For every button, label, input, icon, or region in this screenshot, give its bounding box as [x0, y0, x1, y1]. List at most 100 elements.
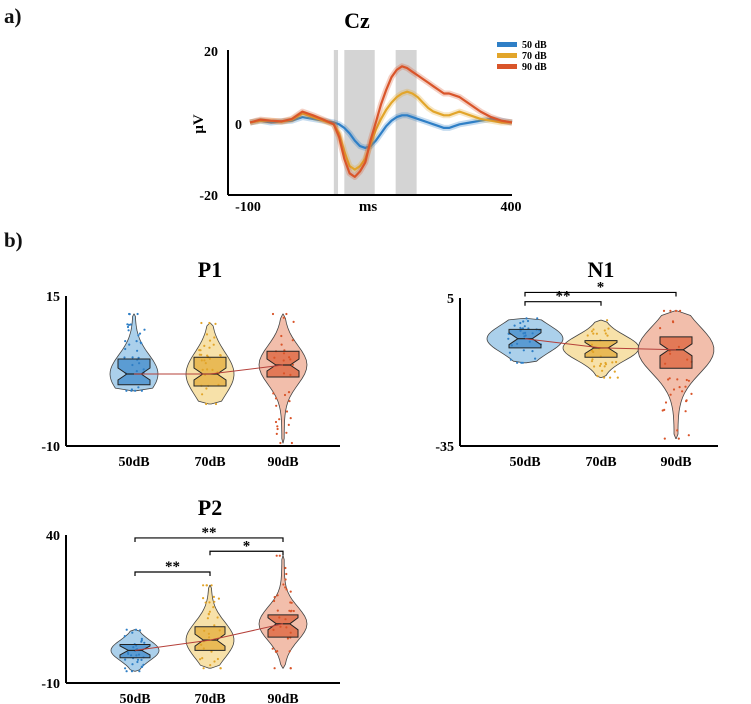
notched-box-90dB — [266, 350, 300, 378]
significance-label-1: * — [243, 538, 251, 554]
median-trend-line — [134, 623, 284, 651]
violin-panel-p1: P1 15 -10 50dB 70dB 90dB — [41, 257, 340, 470]
analysis-window-3 — [395, 50, 417, 195]
notched-box-90dB — [267, 614, 299, 638]
data-point — [519, 321, 522, 325]
data-point — [290, 441, 293, 445]
data-point — [508, 351, 511, 354]
x-tick-70dB: 70dB — [194, 692, 225, 704]
data-point — [684, 385, 687, 388]
data-point — [677, 437, 680, 440]
data-point — [285, 431, 288, 434]
data-point — [137, 356, 140, 359]
data-point — [140, 658, 143, 662]
data-point — [198, 349, 201, 352]
data-point — [271, 647, 274, 650]
data-point — [210, 650, 213, 653]
data-point — [205, 387, 208, 390]
x-tick-90dB: 90dB — [660, 455, 691, 470]
data-point — [287, 391, 291, 394]
data-point — [272, 392, 275, 395]
data-point — [205, 402, 208, 406]
data-point — [140, 389, 143, 392]
data-point — [678, 386, 681, 389]
data-point — [140, 342, 143, 345]
data-point — [604, 363, 608, 366]
data-point — [274, 420, 278, 424]
data-point — [674, 309, 678, 312]
panel-y-tick-top: 40 — [46, 529, 60, 544]
data-point — [681, 390, 684, 393]
data-point — [131, 631, 134, 634]
data-point — [590, 330, 594, 333]
data-point — [203, 344, 206, 347]
data-point — [123, 635, 126, 638]
data-point — [603, 329, 606, 332]
significance-label-2: ** — [202, 525, 217, 541]
data-point — [659, 327, 662, 330]
legend-swatch-0 — [497, 42, 517, 47]
data-point — [603, 365, 606, 368]
data-point — [292, 320, 295, 323]
erp-x-label: ms — [359, 199, 377, 215]
data-point — [596, 375, 599, 378]
x-tick-70dB: 70dB — [585, 455, 616, 470]
erp-series-line-1 — [249, 90, 512, 171]
data-point — [289, 417, 292, 420]
data-point — [288, 400, 291, 403]
data-point — [219, 354, 222, 357]
data-point — [136, 658, 140, 661]
significance-bracket-1 — [524, 291, 677, 297]
x-tick-70dB: 70dB — [194, 455, 225, 470]
significance-label-0: ** — [556, 289, 571, 305]
data-point — [216, 657, 219, 661]
data-point — [526, 319, 530, 323]
data-point — [285, 588, 288, 591]
data-point — [205, 333, 209, 336]
data-point — [593, 365, 596, 368]
data-point — [140, 665, 143, 669]
data-point — [138, 332, 142, 335]
data-point — [676, 378, 679, 381]
data-point — [201, 657, 204, 660]
data-point — [516, 361, 519, 364]
data-point — [138, 629, 142, 632]
data-point — [130, 670, 134, 673]
data-point — [285, 572, 288, 576]
data-point — [664, 401, 668, 404]
data-point — [284, 566, 287, 570]
data-point — [522, 320, 525, 323]
x-tick-90dB: 90dB — [267, 455, 298, 470]
legend-label-0: 50 dB — [522, 40, 547, 51]
data-point — [282, 583, 285, 586]
panel-y-tick-bottom: -35 — [435, 440, 454, 455]
data-point — [136, 312, 139, 316]
data-point — [687, 379, 691, 382]
data-point — [131, 356, 134, 359]
data-point — [684, 410, 687, 413]
violin-90dB — [258, 313, 308, 444]
violin-90dB — [637, 310, 715, 440]
panel-label-a: a) — [4, 4, 22, 28]
data-point — [513, 324, 516, 327]
data-point — [276, 594, 279, 597]
data-point — [592, 328, 595, 331]
data-point — [219, 667, 222, 670]
data-point — [214, 402, 218, 406]
panel-title: N1 — [588, 257, 615, 282]
data-point — [676, 429, 679, 432]
data-point — [536, 317, 539, 320]
data-point — [273, 667, 276, 670]
data-point — [276, 650, 279, 653]
significance-label-0: ** — [165, 559, 180, 575]
data-point — [208, 601, 211, 604]
erp-series-line-2 — [249, 65, 513, 178]
data-point — [679, 309, 682, 312]
data-point — [201, 393, 204, 396]
data-point — [208, 321, 211, 325]
data-point — [685, 378, 688, 382]
data-point — [662, 309, 666, 312]
data-point — [137, 386, 140, 389]
significance-bracket-0 — [524, 301, 602, 306]
